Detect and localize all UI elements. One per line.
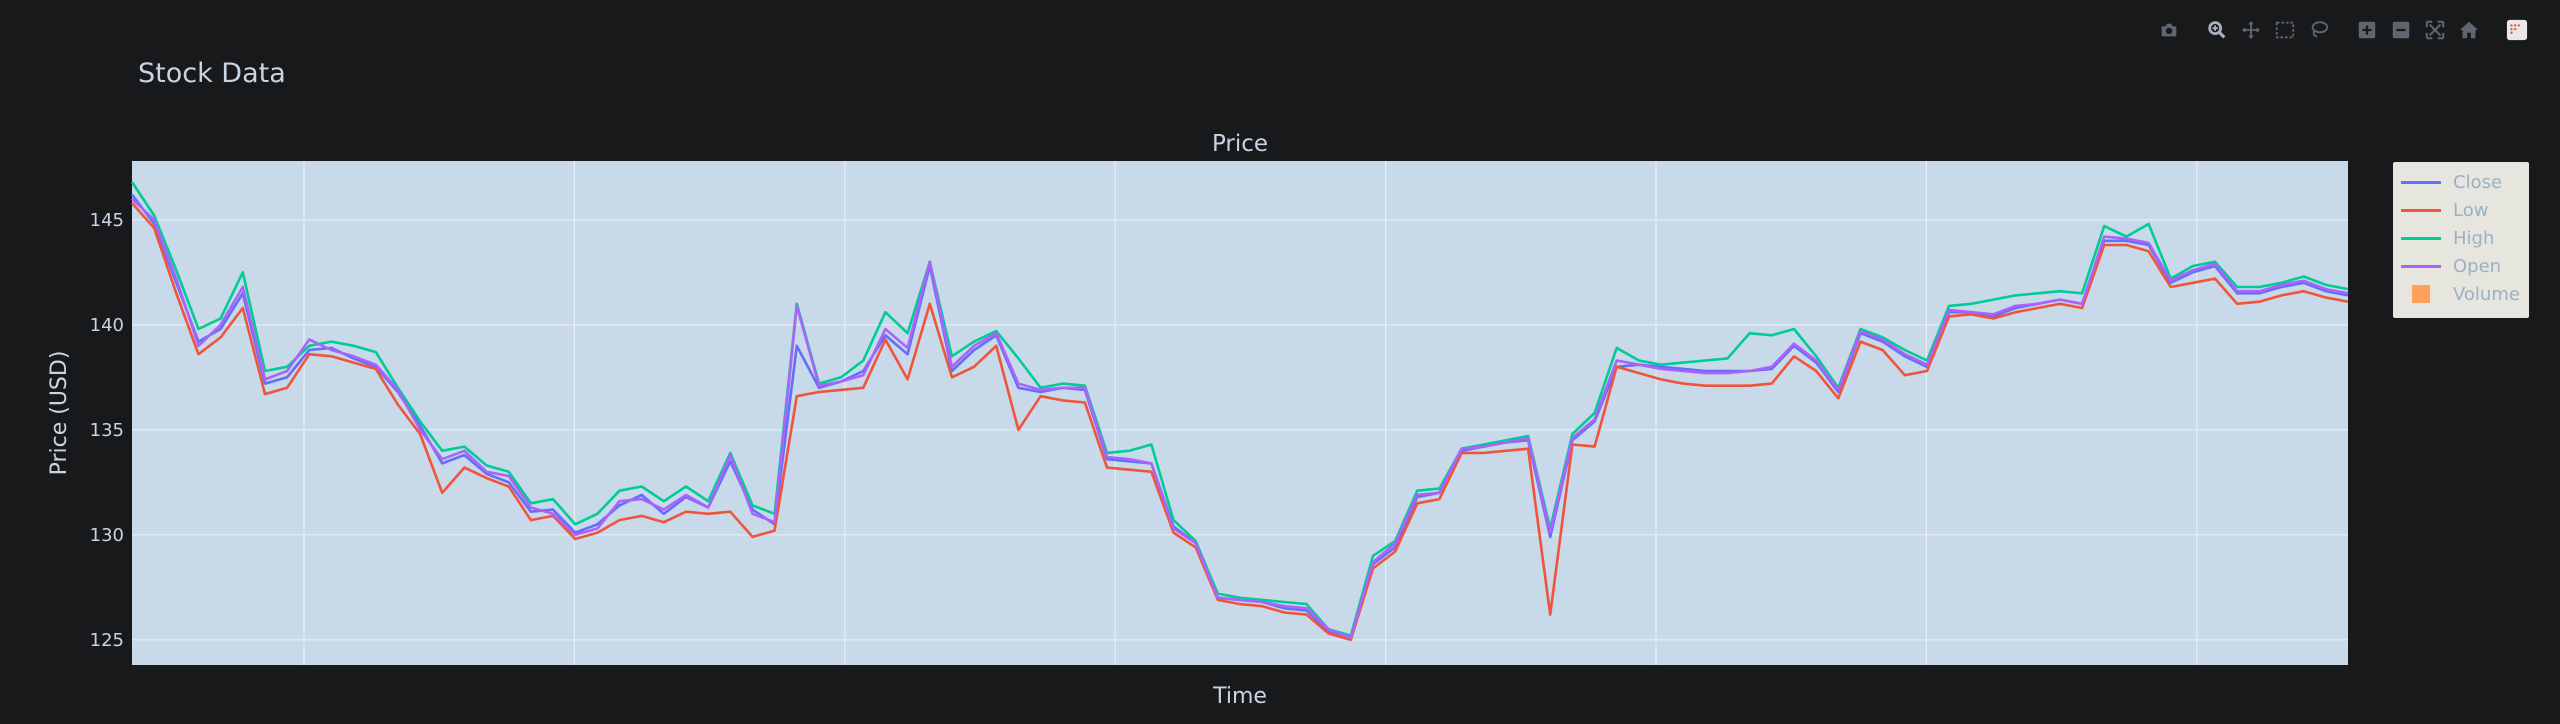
zoom-in-icon[interactable]: [2350, 14, 2384, 46]
zoom-icon[interactable]: [2200, 14, 2234, 46]
series-line-open[interactable]: [131, 197, 2349, 639]
lasso-icon[interactable]: [2302, 14, 2336, 46]
camera-icon[interactable]: [2152, 14, 2186, 46]
legend-label-open: Open: [2453, 255, 2502, 277]
legend-swatch-close: [2401, 180, 2441, 184]
plot-area[interactable]: [132, 161, 2348, 665]
y-tick-label: 130: [90, 525, 124, 546]
legend-item-low[interactable]: Low: [2401, 196, 2488, 224]
legend-item-close[interactable]: Close: [2401, 168, 2502, 196]
reset-home-icon[interactable]: [2452, 14, 2486, 46]
legend-item-high[interactable]: High: [2401, 224, 2494, 252]
legend-swatch-open: [2401, 264, 2441, 268]
legend-swatch-low: [2401, 208, 2441, 212]
y-axis-title: Price (USD): [47, 351, 72, 476]
y-tick-label: 140: [90, 315, 124, 336]
modebar: [2152, 14, 2534, 46]
x-axis-title: Time: [1212, 684, 1267, 709]
y-tick-label: 125: [90, 630, 124, 651]
autoscale-icon[interactable]: [2418, 14, 2452, 46]
series-line-low[interactable]: [131, 202, 2349, 642]
pan-icon[interactable]: [2234, 14, 2268, 46]
series-line-high[interactable]: [130, 181, 2349, 637]
y-tick-label: 145: [90, 210, 124, 231]
legend-label-high: High: [2453, 227, 2495, 249]
legend-item-volume[interactable]: Volume: [2401, 280, 2520, 308]
y-tick-label: 135: [90, 420, 124, 441]
box-select-icon[interactable]: [2268, 14, 2302, 46]
zoom-out-icon[interactable]: [2384, 14, 2418, 46]
legend-label-volume: Volume: [2453, 283, 2520, 305]
legend: Close Low High Open Volume: [2393, 162, 2529, 318]
legend-label-low: Low: [2453, 199, 2489, 221]
legend-swatch-high: [2401, 236, 2441, 240]
plotly-logo-icon[interactable]: [2500, 14, 2534, 46]
legend-label-close: Close: [2453, 171, 2503, 193]
legend-item-open[interactable]: Open: [2401, 252, 2501, 280]
legend-swatch-volume: [2412, 285, 2430, 303]
chart-title: Price: [1212, 131, 1268, 157]
page-title: Stock Data: [138, 58, 286, 89]
